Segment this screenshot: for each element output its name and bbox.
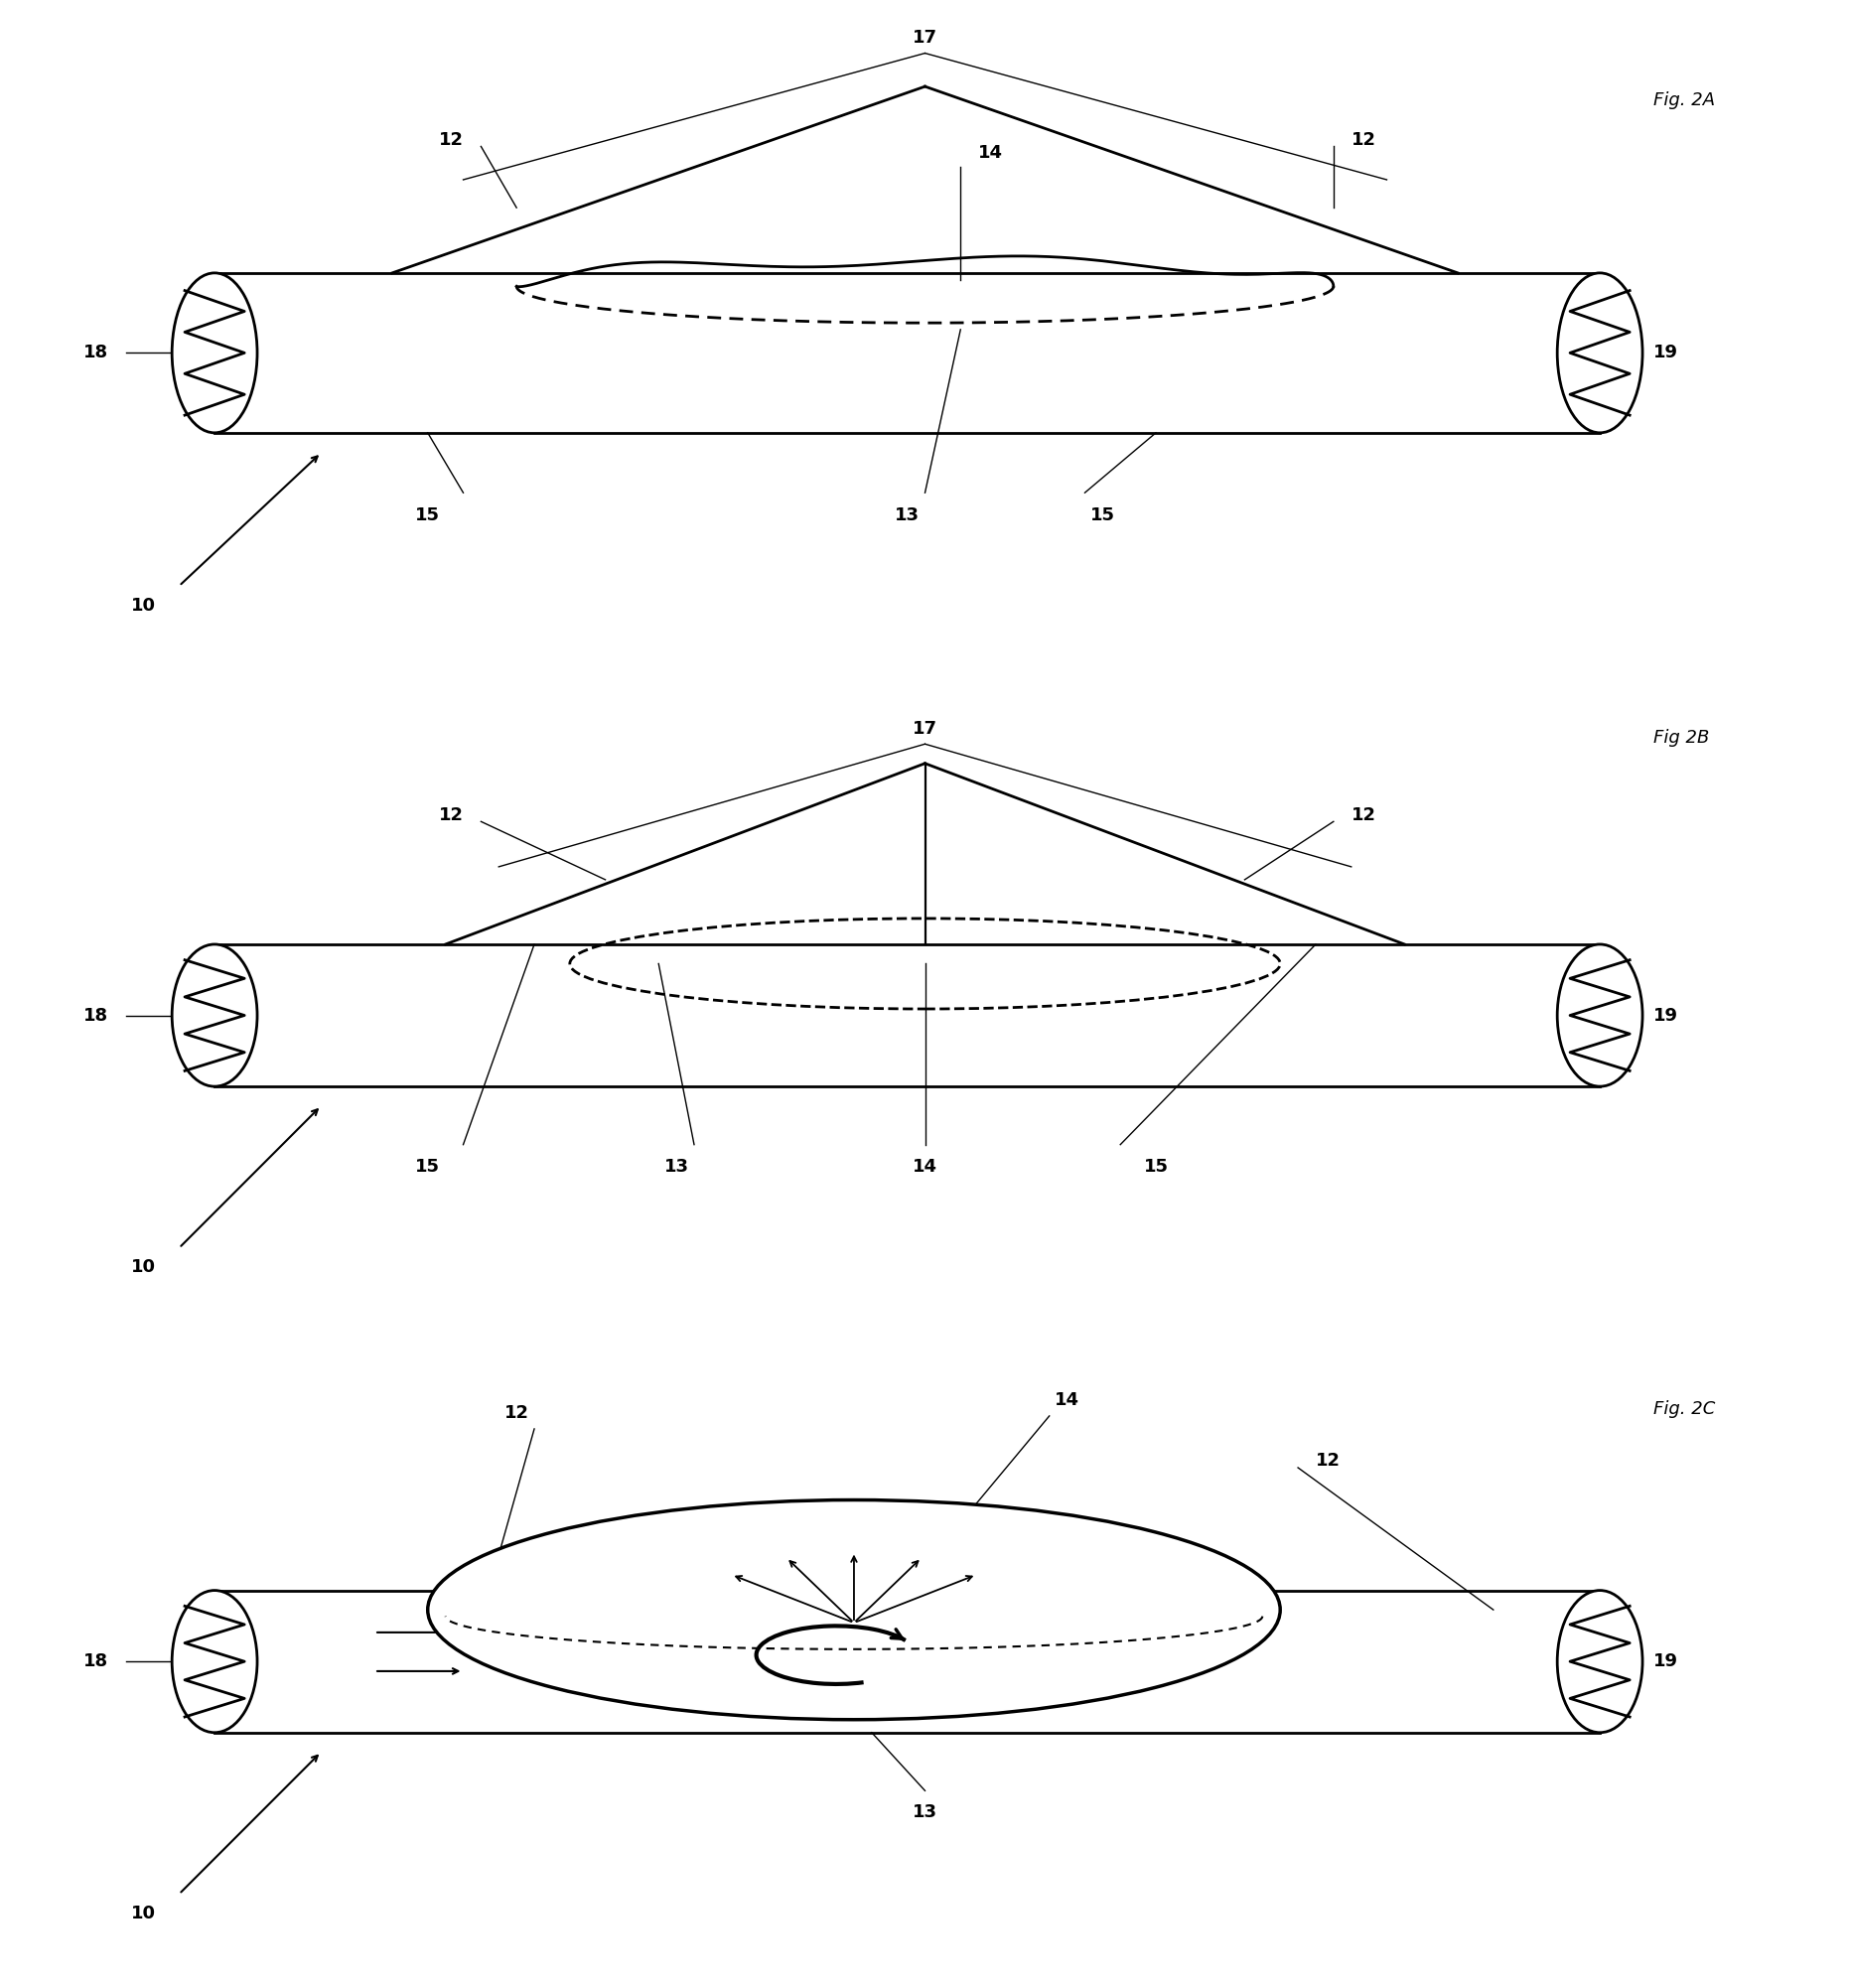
Text: 18: 18 (83, 1006, 107, 1024)
Text: 17: 17 (912, 28, 938, 46)
Text: 18: 18 (83, 1652, 107, 1670)
Bar (215, 272, 1600, 433)
Text: 15: 15 (1090, 507, 1116, 525)
Text: 17: 17 (912, 720, 938, 738)
Text: 13: 13 (912, 1803, 938, 1821)
Text: 13: 13 (664, 1157, 688, 1175)
Text: 19: 19 (1654, 344, 1678, 362)
Text: 15: 15 (414, 1157, 440, 1175)
Text: 12: 12 (438, 131, 462, 149)
Text: 12: 12 (1350, 131, 1376, 149)
Text: Fig 2B: Fig 2B (1654, 730, 1709, 746)
Bar (215, 1590, 1600, 1732)
Ellipse shape (1558, 272, 1643, 433)
Text: 12: 12 (503, 1406, 529, 1423)
Text: 19: 19 (1654, 1652, 1678, 1670)
Text: 10: 10 (131, 596, 155, 614)
Ellipse shape (1558, 944, 1643, 1085)
Text: 12: 12 (438, 807, 462, 823)
Ellipse shape (427, 1499, 1280, 1720)
Text: 14: 14 (1054, 1392, 1080, 1409)
Text: 10: 10 (131, 1905, 155, 1922)
Text: 13: 13 (895, 507, 919, 525)
Text: 15: 15 (1143, 1157, 1169, 1175)
Text: 10: 10 (131, 1258, 155, 1276)
Text: 16: 16 (581, 1646, 605, 1664)
Text: Fig. 2C: Fig. 2C (1654, 1402, 1715, 1417)
Ellipse shape (172, 272, 257, 433)
Text: 14: 14 (979, 145, 1003, 161)
Text: Fig. 2A: Fig. 2A (1654, 91, 1715, 109)
Text: 19: 19 (1654, 1006, 1678, 1024)
Text: 18: 18 (83, 344, 107, 362)
Ellipse shape (172, 1590, 257, 1732)
Text: 12: 12 (1350, 807, 1376, 823)
Text: 15: 15 (414, 507, 440, 525)
Ellipse shape (172, 944, 257, 1085)
Text: 14: 14 (912, 1157, 938, 1175)
Bar (215, 944, 1600, 1085)
Ellipse shape (1558, 1590, 1643, 1732)
Text: 12: 12 (1315, 1453, 1341, 1469)
